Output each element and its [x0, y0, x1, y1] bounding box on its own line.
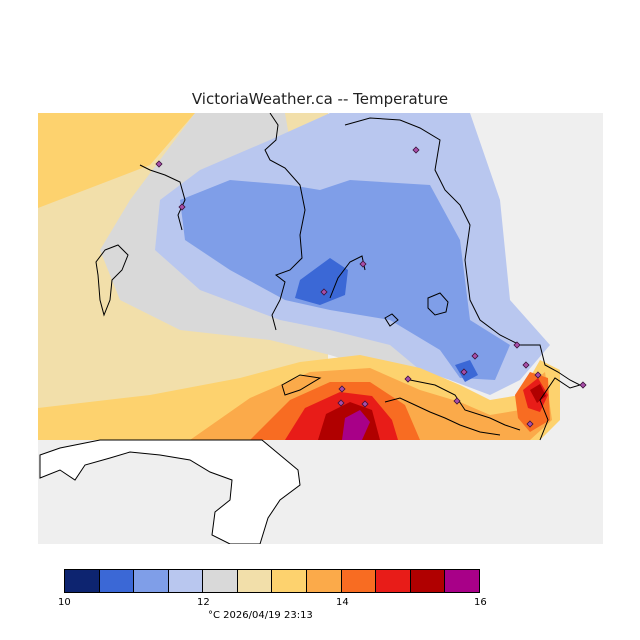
no-data-area	[38, 440, 603, 544]
temperature-field	[38, 113, 560, 443]
station-marker	[155, 160, 163, 168]
color-scale	[64, 569, 480, 593]
coastlines	[95, 113, 582, 441]
station-marker	[513, 341, 521, 349]
legend-tick-16: 16	[474, 597, 487, 608]
station-marker	[337, 399, 345, 407]
band-15-5	[342, 410, 370, 440]
band-10-5-a	[295, 258, 348, 305]
station-marker	[361, 400, 369, 408]
legend-swatch	[341, 570, 377, 592]
band-13-5	[38, 113, 195, 208]
island-outline-lower	[39, 439, 301, 544]
station-marker	[460, 368, 468, 376]
legend-swatch	[410, 570, 446, 592]
legend-swatch	[134, 570, 169, 592]
band-15	[318, 384, 546, 440]
station-marker	[522, 361, 530, 369]
map-title: VictoriaWeather.ca -- Temperature	[191, 90, 449, 108]
station-marker	[453, 397, 461, 405]
station-markers	[155, 146, 587, 428]
station-marker	[412, 146, 420, 154]
legend-tick-10: 10	[58, 597, 71, 608]
station-marker	[534, 371, 542, 379]
legend-caption: °C 2026/04/19 23:13	[208, 610, 313, 621]
legend-swatch	[65, 570, 100, 592]
station-marker	[359, 260, 367, 268]
legend-swatch	[203, 570, 238, 592]
station-marker	[178, 203, 186, 211]
station-marker	[579, 381, 587, 389]
station-marker	[320, 288, 328, 296]
legend-swatch	[272, 570, 308, 592]
station-marker	[471, 352, 479, 360]
station-marker	[526, 420, 534, 428]
legend-swatch	[168, 570, 204, 592]
legend-swatch	[99, 570, 135, 592]
station-marker	[404, 375, 412, 383]
station-marker	[338, 385, 346, 393]
legend-swatch	[307, 570, 342, 592]
legend-tick-14: 14	[336, 597, 349, 608]
legend-tick-12: 12	[197, 597, 210, 608]
legend-swatch	[237, 570, 273, 592]
legend-swatch	[376, 570, 411, 592]
legend-swatch	[445, 570, 479, 592]
